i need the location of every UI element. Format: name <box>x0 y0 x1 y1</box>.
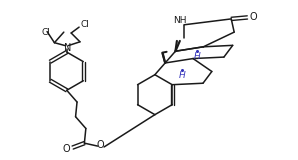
Text: O: O <box>249 12 257 22</box>
Text: H: H <box>179 71 185 80</box>
Text: Cl: Cl <box>42 28 51 37</box>
Text: N: N <box>64 43 71 53</box>
Text: Cl: Cl <box>81 20 90 29</box>
Text: O: O <box>63 144 71 154</box>
Text: NH: NH <box>173 16 187 25</box>
Text: H: H <box>194 52 201 61</box>
Text: O: O <box>97 140 104 150</box>
